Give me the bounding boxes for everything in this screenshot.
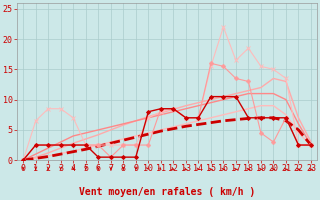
X-axis label: Vent moyen/en rafales ( km/h ): Vent moyen/en rafales ( km/h ) xyxy=(79,187,255,197)
